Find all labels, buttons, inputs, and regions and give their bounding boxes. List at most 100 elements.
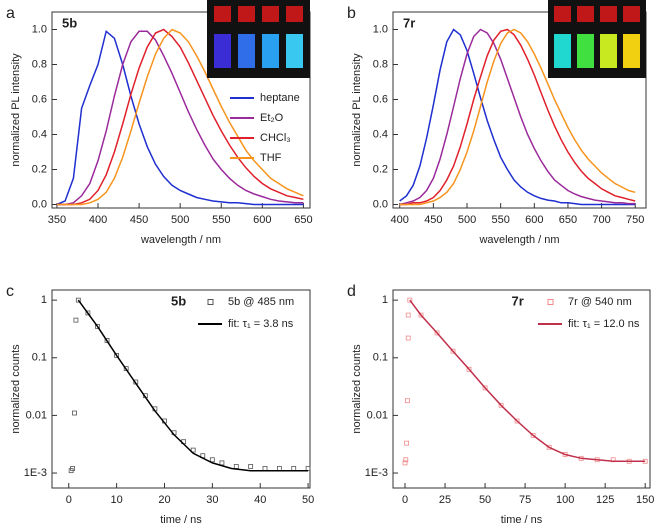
y-tick-label: 1 xyxy=(382,294,388,306)
x-tick-label: 550 xyxy=(491,214,509,226)
legend-marker xyxy=(207,299,214,305)
x-tick-label: 0 xyxy=(402,494,408,506)
y-tick-label: 1E-3 xyxy=(365,467,388,479)
x-axis-label: wavelength / nm xyxy=(140,234,221,246)
x-tick-label: 25 xyxy=(439,494,451,506)
data-point xyxy=(405,398,410,404)
series-line xyxy=(56,28,304,206)
x-tick-label: 40 xyxy=(254,494,266,506)
x-tick-label: 350 xyxy=(48,214,66,226)
plot-frame xyxy=(51,11,311,209)
data-point xyxy=(450,348,456,354)
y-tick-label: 0.0 xyxy=(373,198,388,210)
legend-label: THF xyxy=(260,152,282,164)
x-tick-label: 20 xyxy=(158,494,170,506)
y-tick-label: 0.8 xyxy=(32,58,47,70)
y-axis-label: normalized counts xyxy=(10,344,22,434)
x-tick-label: 75 xyxy=(519,494,531,506)
legend-label: fit: τ₁ = 3.8 ns xyxy=(228,318,294,330)
series-line xyxy=(399,28,636,206)
data-point xyxy=(530,432,536,438)
data-point xyxy=(482,385,488,391)
y-tick-label: 0.2 xyxy=(373,163,388,175)
data-point xyxy=(70,466,75,471)
y-tick-label: 0.1 xyxy=(32,352,47,364)
x-tick-label: 600 xyxy=(525,214,543,226)
data-point xyxy=(85,310,91,316)
series-line xyxy=(77,299,309,472)
x-tick-label: 750 xyxy=(626,214,644,226)
vial-photo xyxy=(548,0,646,78)
data-point xyxy=(498,402,504,408)
series-line xyxy=(399,28,636,206)
x-tick-label: 400 xyxy=(391,214,409,226)
x-tick-label: 50 xyxy=(302,494,314,506)
y-tick-label: 0.0 xyxy=(32,198,47,210)
x-tick-label: 650 xyxy=(559,214,577,226)
plot-frame xyxy=(392,289,651,489)
x-tick-label: 150 xyxy=(636,494,654,506)
legend-label: heptane xyxy=(260,92,300,104)
x-tick-label: 400 xyxy=(89,214,107,226)
y-tick-label: 0.01 xyxy=(26,409,47,421)
y-tick-label: 0.8 xyxy=(373,58,388,70)
data-point xyxy=(405,335,411,341)
x-tick-label: 10 xyxy=(110,494,122,506)
series-line xyxy=(399,28,636,206)
y-tick-label: 0.4 xyxy=(373,128,388,140)
plot-frame xyxy=(392,11,647,209)
legend-marker xyxy=(547,299,554,305)
legend-label: fit: τ₁ = 12.0 ns xyxy=(568,318,640,330)
data-point xyxy=(209,457,215,463)
panel-label: c xyxy=(6,283,14,300)
x-tick-label: 700 xyxy=(592,214,610,226)
y-axis-label: normalized counts xyxy=(351,344,363,434)
data-point xyxy=(248,464,254,469)
data-point xyxy=(514,418,520,424)
series-line xyxy=(399,28,636,206)
x-tick-label: 500 xyxy=(458,214,476,226)
x-tick-label: 0 xyxy=(66,494,72,506)
data-point xyxy=(276,466,282,471)
y-tick-label: 1.0 xyxy=(32,23,47,35)
plot-frame xyxy=(51,289,311,489)
data-point xyxy=(190,447,196,453)
x-tick-label: 550 xyxy=(212,214,230,226)
data-point xyxy=(95,324,100,329)
data-point xyxy=(418,312,424,318)
annotation: 7r xyxy=(512,293,524,308)
x-tick-label: 125 xyxy=(596,494,614,506)
x-tick-label: 30 xyxy=(206,494,218,506)
x-tick-label: 650 xyxy=(294,214,312,226)
x-tick-label: 450 xyxy=(130,214,148,226)
y-tick-label: 0.4 xyxy=(32,128,47,140)
legend-label: CHCl₃ xyxy=(260,132,291,144)
series-line xyxy=(56,29,304,206)
x-tick-label: 100 xyxy=(556,494,574,506)
x-tick-label: 500 xyxy=(171,214,189,226)
data-point xyxy=(72,410,77,416)
x-tick-label: 600 xyxy=(253,214,271,226)
annotation: 5b xyxy=(62,15,77,30)
data-point xyxy=(546,444,552,450)
legend-label: Et₂O xyxy=(260,112,284,124)
y-tick-label: 1 xyxy=(41,294,47,306)
y-tick-label: 1.0 xyxy=(373,23,388,35)
series-line xyxy=(409,299,646,463)
data-point xyxy=(233,464,239,469)
data-point xyxy=(219,460,225,466)
panel-label: d xyxy=(347,283,356,300)
panel-label: b xyxy=(347,5,356,22)
data-point xyxy=(434,330,440,336)
data-point xyxy=(114,352,120,358)
vial-photo xyxy=(207,0,310,78)
series-line xyxy=(56,28,304,206)
x-tick-label: 450 xyxy=(424,214,442,226)
y-tick-label: 0.01 xyxy=(367,409,388,421)
data-point xyxy=(402,460,408,466)
y-tick-label: 1E-3 xyxy=(24,467,47,479)
data-point xyxy=(75,297,81,303)
data-point xyxy=(104,338,110,343)
series-line xyxy=(56,30,304,206)
